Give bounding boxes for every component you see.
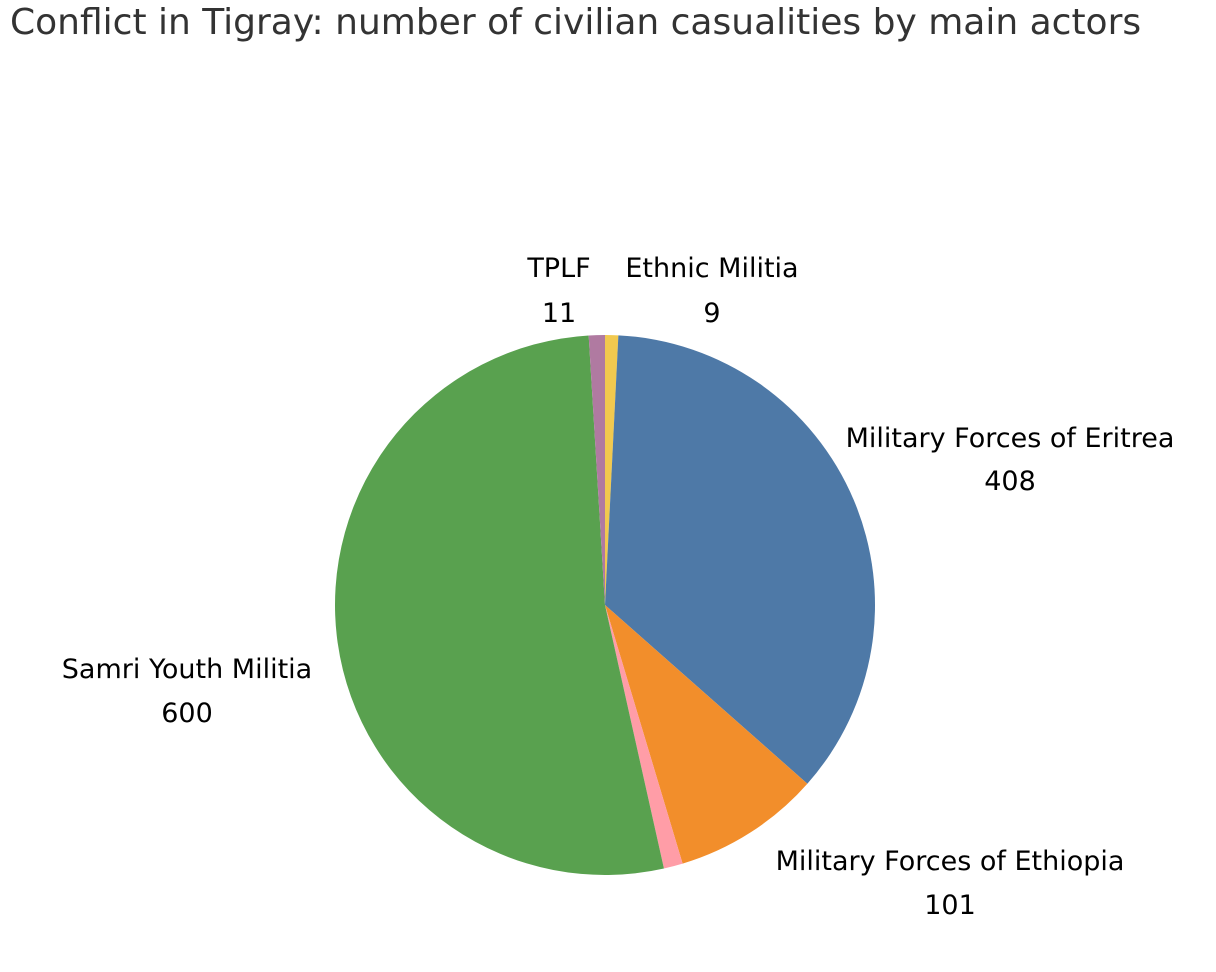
pie-labels: Ethnic Militia 9 Military Forces of Eritre… [62,253,1175,921]
pie-slice-military-forces-of-eritrea [605,335,876,784]
pie-slices [334,335,876,876]
pie-slice-military-forces-of-ethiopia [605,605,808,864]
slice-value-military-forces-of-eritrea: 408 [984,466,1036,497]
slice-label-ethnic-militia: Ethnic Militia [625,253,798,284]
pie-slice-ethnic-militia [605,335,619,605]
chart-title: Conflict in Tigray: number of civilian c… [10,2,1142,43]
slice-label-tplf: TPLF [526,253,590,284]
slice-label-samri-youth-militia: Samri Youth Militia [62,654,312,685]
slice-value-military-forces-of-ethiopia: 101 [924,890,976,921]
slice-value-ethnic-militia: 9 [703,298,720,329]
slice-value-tplf: 11 [542,298,576,329]
slice-label-military-forces-of-ethiopia: Military Forces of Ethiopia [776,846,1125,877]
pie-slice-samri-youth-militia [334,335,664,876]
slice-value-samri-youth-militia: 600 [161,698,213,729]
slice-label-military-forces-of-eritrea: Military Forces of Eritrea [846,423,1175,454]
pie-slice-tplf [588,335,605,605]
pie-slice-unlabeled [605,605,683,869]
